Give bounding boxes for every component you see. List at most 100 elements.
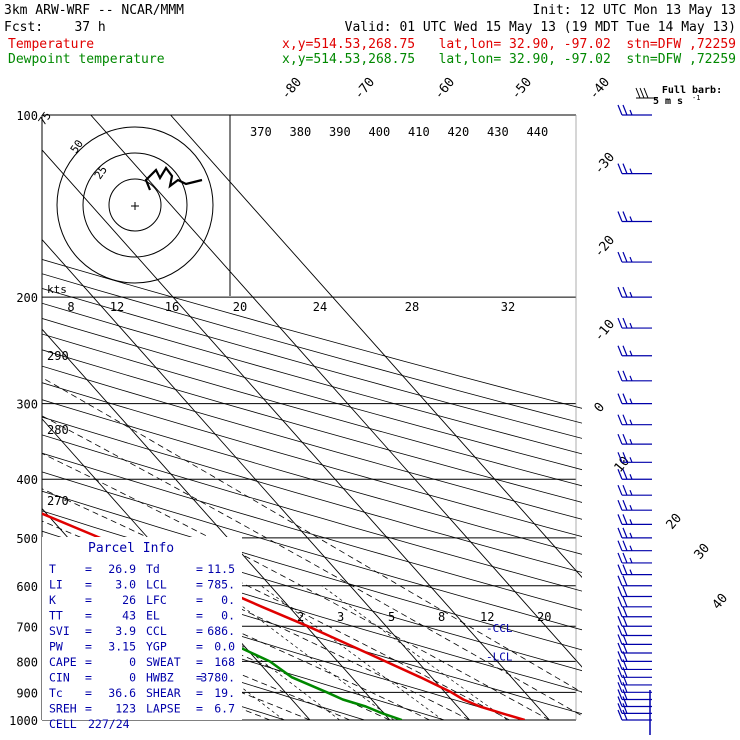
pressure-label: 600 — [16, 580, 38, 594]
wind-barb — [617, 596, 652, 608]
level-mark-lcl: -LCL — [486, 650, 513, 663]
wind-barb — [617, 616, 652, 627]
parcel-eq-right: = — [196, 578, 203, 592]
parcel-value-left: 0 — [129, 671, 136, 685]
hodograph-axis-label: 24 — [313, 300, 327, 314]
parcel-eq-left: = — [85, 671, 92, 685]
wind-barb — [617, 634, 652, 646]
mixing-ratio-label: 12 — [480, 610, 494, 624]
parcel-key-left: T — [49, 562, 56, 576]
hodograph-axis-label: 8 — [67, 300, 74, 314]
parcel-key-left: TT — [49, 609, 63, 623]
wind-barb-path — [617, 689, 652, 701]
theta-label: 400 — [369, 125, 391, 139]
dry-adiabat-line — [42, 595, 446, 720]
wind-barb-path — [617, 651, 652, 662]
parcel-eq-left: = — [85, 686, 92, 700]
wind-barb — [617, 484, 652, 496]
parcel-info-background — [42, 537, 242, 720]
wind-barb-path — [617, 370, 652, 382]
theta-left-label: 280 — [47, 423, 69, 437]
dry-adiabat-line — [42, 618, 367, 720]
wind-barb-path — [617, 452, 652, 463]
wind-barb — [617, 703, 652, 714]
wind-barb — [617, 317, 652, 329]
mixing-ratio-label: 3 — [337, 610, 344, 624]
mixing-ratio-label: 5 — [388, 610, 395, 624]
wind-barb — [617, 651, 652, 662]
hodograph-ring-label: 75 — [36, 109, 54, 127]
isotherm-label: 0 — [592, 400, 609, 416]
isotherm-label: -70 — [352, 75, 379, 103]
wind-barb-path — [617, 414, 652, 426]
theta-label: 420 — [448, 125, 470, 139]
barb-key-line2: 5 m s — [653, 96, 683, 107]
wind-barb — [617, 286, 652, 298]
hodograph-axis-label: 28 — [405, 300, 419, 314]
isotherm-label: -10 — [592, 317, 619, 345]
theta-left-label: 270 — [47, 494, 69, 508]
isotherm-label: 20 — [664, 511, 686, 533]
pressure-label: 100 — [16, 109, 38, 123]
parcel-key-left: SVI — [49, 624, 70, 638]
wind-barb-path — [617, 527, 652, 539]
parcel-eq-right: = — [196, 702, 203, 716]
parcel-value-right: 0. — [221, 609, 235, 623]
parcel-eq-right: = — [196, 671, 203, 685]
parcel-value-right: 686. — [207, 624, 235, 638]
wind-barb-path — [617, 469, 652, 480]
wind-barb-path — [617, 211, 652, 223]
dry-adiabat-line — [42, 259, 582, 409]
wind-barb — [617, 564, 652, 576]
wind-barb — [617, 469, 652, 480]
parcel-eq-right: = — [196, 609, 203, 623]
parcel-key-right: LFC — [146, 593, 167, 607]
parcel-value-left: 123 — [115, 702, 136, 716]
dry-adiabat-line — [42, 302, 582, 455]
parcel-value-left: 0 — [129, 655, 136, 669]
pressure-label: 200 — [16, 291, 38, 305]
theta-label: 380 — [290, 125, 312, 139]
parcel-eq-left: = — [85, 624, 92, 638]
parcel-eq-right: = — [196, 640, 203, 654]
parcel-value-left: 26.9 — [108, 562, 136, 576]
wind-barb — [617, 251, 652, 263]
wind-barb — [617, 104, 652, 116]
dry-adiabat-group — [42, 259, 582, 720]
wind-barb — [617, 642, 652, 654]
pressure-label: 700 — [16, 620, 38, 634]
wind-barb-path — [617, 564, 652, 576]
pressure-label: 400 — [16, 473, 38, 487]
isotherm-line — [42, 238, 470, 720]
wind-barb-path — [617, 674, 652, 686]
parcel-key-right: EL — [146, 609, 160, 623]
isotherm-label: -60 — [432, 75, 459, 103]
hodograph-ring-label: 25 — [92, 163, 110, 181]
parcel-key-right: Td — [146, 562, 160, 576]
parcel-cell-value: 227/24 — [88, 717, 130, 731]
theta-label: 370 — [250, 125, 272, 139]
moist-adiabat-line — [42, 520, 470, 720]
parcel-value-right: 168 — [214, 655, 235, 669]
parcel-value-right: 785. — [207, 578, 235, 592]
mixing-ratio-line — [214, 585, 395, 720]
hodograph-trace — [144, 166, 203, 191]
parcel-value-right: 3780. — [200, 671, 235, 685]
wind-barb-path — [617, 709, 652, 721]
parcel-key-right: CCL — [146, 624, 167, 638]
temperature-legend-label: Temperature — [8, 37, 94, 52]
moist-adiabat-line — [42, 452, 550, 720]
parcel-eq-right: = — [196, 562, 203, 576]
parcel-key-right: YGP — [146, 640, 167, 654]
theta-label: 430 — [487, 125, 509, 139]
hodograph-axis-label: 16 — [165, 300, 179, 314]
parcel-info-panel: Parcel Info T = 26.9 Td = 11.5 LI = 3.0 LCL = 785. K =… — [42, 537, 242, 731]
barb-key-icon — [635, 87, 658, 99]
model-title: 3km ARW-WRF -- NCAR/MMM — [4, 3, 184, 18]
parcel-key-left: LI — [49, 578, 63, 592]
moist-adiabat-line — [42, 488, 510, 720]
wind-barb — [617, 682, 652, 693]
wind-barb-path — [617, 540, 652, 552]
dry-adiabat-line — [42, 490, 582, 651]
parcel-info-title: Parcel Info — [88, 541, 174, 556]
